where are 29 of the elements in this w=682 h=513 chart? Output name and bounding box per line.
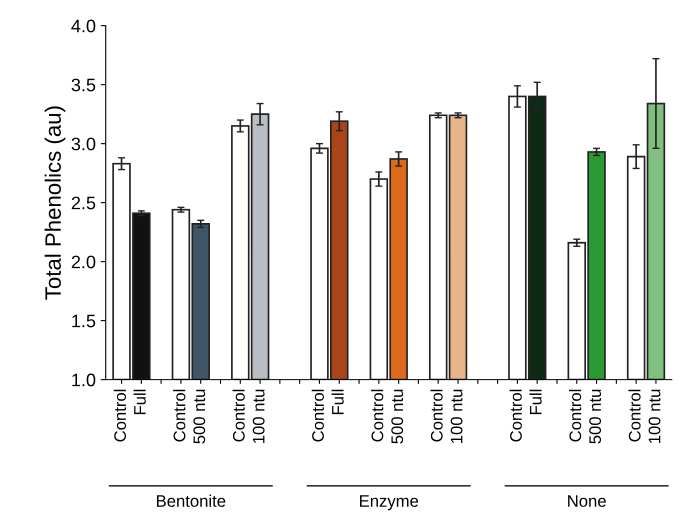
x-tick-label: Control <box>371 390 384 442</box>
x-tick-label: Control <box>232 390 245 442</box>
x-tick-label: 500 ntu <box>391 390 404 444</box>
text: None <box>568 495 606 507</box>
x-tick-label: 100 ntu <box>252 390 265 443</box>
x-tick-label: Control <box>510 390 522 442</box>
x-tick-label: Control <box>569 390 582 442</box>
y-tick-label: 1.0 <box>72 374 96 386</box>
text: Enzyme <box>360 495 418 510</box>
y-tick-label: 3.0 <box>72 138 96 150</box>
x-tick-label: 100 ntu <box>450 390 462 443</box>
x-tick-label: Full <box>134 390 146 414</box>
y-tick-label: 3.5 <box>72 78 96 92</box>
x-tick-label: Full <box>529 390 542 414</box>
y-tick-label: 1.5 <box>72 314 96 328</box>
x-tick-label: Control <box>173 390 186 442</box>
x-tick-label: 100 ntu <box>648 390 660 443</box>
x-tick-label: Control <box>430 390 443 442</box>
x-tick-label: 500 ntu <box>589 390 602 444</box>
y-tick-label: 2.0 <box>72 256 96 268</box>
text: Bentonite <box>156 494 226 507</box>
x-tick-label: Control <box>312 390 324 442</box>
x-tick-label: 500 ntu <box>193 390 206 444</box>
x-tick-label: Full <box>331 390 344 414</box>
y-axis-title: Total Phenolics (au) <box>44 106 66 300</box>
y-tick-label: 4.0 <box>71 20 96 32</box>
y-tick-label: 2.5 <box>72 196 96 210</box>
x-tick-label: Control <box>628 390 641 442</box>
x-tick-label: Control <box>114 390 126 442</box>
